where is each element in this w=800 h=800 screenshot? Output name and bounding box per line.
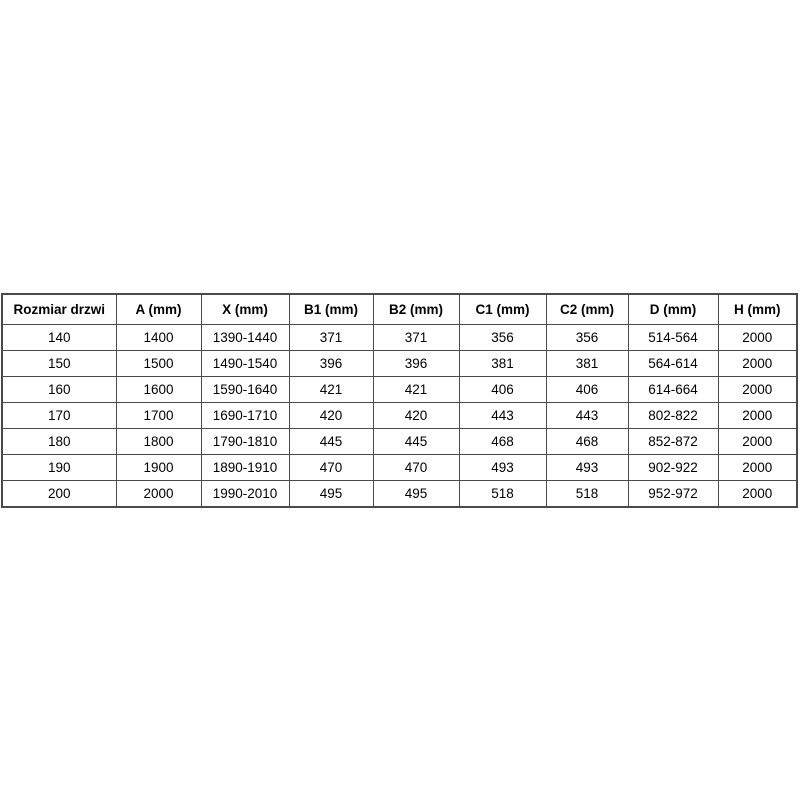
header-cell: X (mm): [200, 293, 290, 325]
table-cell: 200: [1, 480, 117, 508]
table-cell: 445: [288, 428, 374, 455]
table-cell: 1990-2010: [200, 480, 290, 508]
table-cell: 1490-1540: [200, 350, 290, 377]
table-cell: 381: [458, 350, 547, 377]
table-cell: 371: [372, 324, 460, 351]
table-cell: 470: [372, 454, 460, 481]
table-cell: 421: [288, 376, 374, 403]
table-cell: 381: [545, 350, 629, 377]
table-cell: 443: [458, 402, 547, 429]
table-cell: 406: [458, 376, 547, 403]
table-row: 200 2000 1990-2010 495 495 518 518 952-972 2000: [1, 480, 798, 508]
table-cell: 160: [1, 376, 117, 403]
table-cell: 495: [372, 480, 460, 508]
table-cell: 514-564: [627, 324, 719, 351]
table-cell: 518: [458, 480, 547, 508]
table-cell: 2000: [717, 324, 798, 351]
table-cell: 1890-1910: [200, 454, 290, 481]
table-cell: 2000: [115, 480, 202, 508]
table-cell: 1900: [115, 454, 202, 481]
table-cell: 2000: [717, 428, 798, 455]
table-row: 160 1600 1590-1640 421 421 406 406 614-664 2000: [1, 376, 798, 403]
table-cell: 420: [288, 402, 374, 429]
table-cell: 1500: [115, 350, 202, 377]
header-cell: A (mm): [115, 293, 202, 325]
table-cell: 902-922: [627, 454, 719, 481]
table-cell: 1800: [115, 428, 202, 455]
table-cell: 493: [545, 454, 629, 481]
table-cell: 180: [1, 428, 117, 455]
table-cell: 1600: [115, 376, 202, 403]
table-row: 170 1700 1690-1710 420 420 443 443 802-822 2000: [1, 402, 798, 429]
table-cell: 421: [372, 376, 460, 403]
table-cell: 170: [1, 402, 117, 429]
table-cell: 495: [288, 480, 374, 508]
header-cell: Rozmiar drzwi: [1, 293, 117, 325]
header-cell: C2 (mm): [545, 293, 629, 325]
table-cell: 2000: [717, 480, 798, 508]
table-cell: 356: [458, 324, 547, 351]
table-cell: 2000: [717, 376, 798, 403]
table-cell: 2000: [717, 454, 798, 481]
table-cell: 564-614: [627, 350, 719, 377]
table-cell: 371: [288, 324, 374, 351]
table-cell: 468: [458, 428, 547, 455]
door-size-table: Rozmiar drzwi A (mm) X (mm) B1 (mm) B2 (mm) C…: [1, 293, 798, 508]
table-cell: 1700: [115, 402, 202, 429]
table-cell: 1790-1810: [200, 428, 290, 455]
table-cell: 518: [545, 480, 629, 508]
table-cell: 470: [288, 454, 374, 481]
table-cell: 1690-1710: [200, 402, 290, 429]
header-cell: B1 (mm): [288, 293, 374, 325]
table-cell: 443: [545, 402, 629, 429]
table-row: 140 1400 1390-1440 371 371 356 356 514-564 2000: [1, 324, 798, 351]
table-cell: 396: [288, 350, 374, 377]
table-cell: 445: [372, 428, 460, 455]
table-cell: 2000: [717, 350, 798, 377]
table-cell: 1390-1440: [200, 324, 290, 351]
table-cell: 420: [372, 402, 460, 429]
table-cell: 150: [1, 350, 117, 377]
table-cell: 190: [1, 454, 117, 481]
table-cell: 2000: [717, 402, 798, 429]
table-cell: 140: [1, 324, 117, 351]
table-cell: 406: [545, 376, 629, 403]
table-cell: 493: [458, 454, 547, 481]
header-cell: B2 (mm): [372, 293, 460, 325]
table-cell: 1400: [115, 324, 202, 351]
table-cell: 802-822: [627, 402, 719, 429]
table-cell: 396: [372, 350, 460, 377]
table-cell: 952-972: [627, 480, 719, 508]
table-row: 180 1800 1790-1810 445 445 468 468 852-872 2000: [1, 428, 798, 455]
table-cell: 1590-1640: [200, 376, 290, 403]
table-row: 150 1500 1490-1540 396 396 381 381 564-614 2000: [1, 350, 798, 377]
table-header-row: Rozmiar drzwi A (mm) X (mm) B1 (mm) B2 (mm) C…: [1, 293, 798, 325]
table-cell: 852-872: [627, 428, 719, 455]
table-row: 190 1900 1890-1910 470 470 493 493 902-922 2000: [1, 454, 798, 481]
header-cell: D (mm): [627, 293, 719, 325]
table-cell: 356: [545, 324, 629, 351]
table-cell: 468: [545, 428, 629, 455]
table-cell: 614-664: [627, 376, 719, 403]
header-cell: C1 (mm): [458, 293, 547, 325]
header-cell: H (mm): [717, 293, 798, 325]
